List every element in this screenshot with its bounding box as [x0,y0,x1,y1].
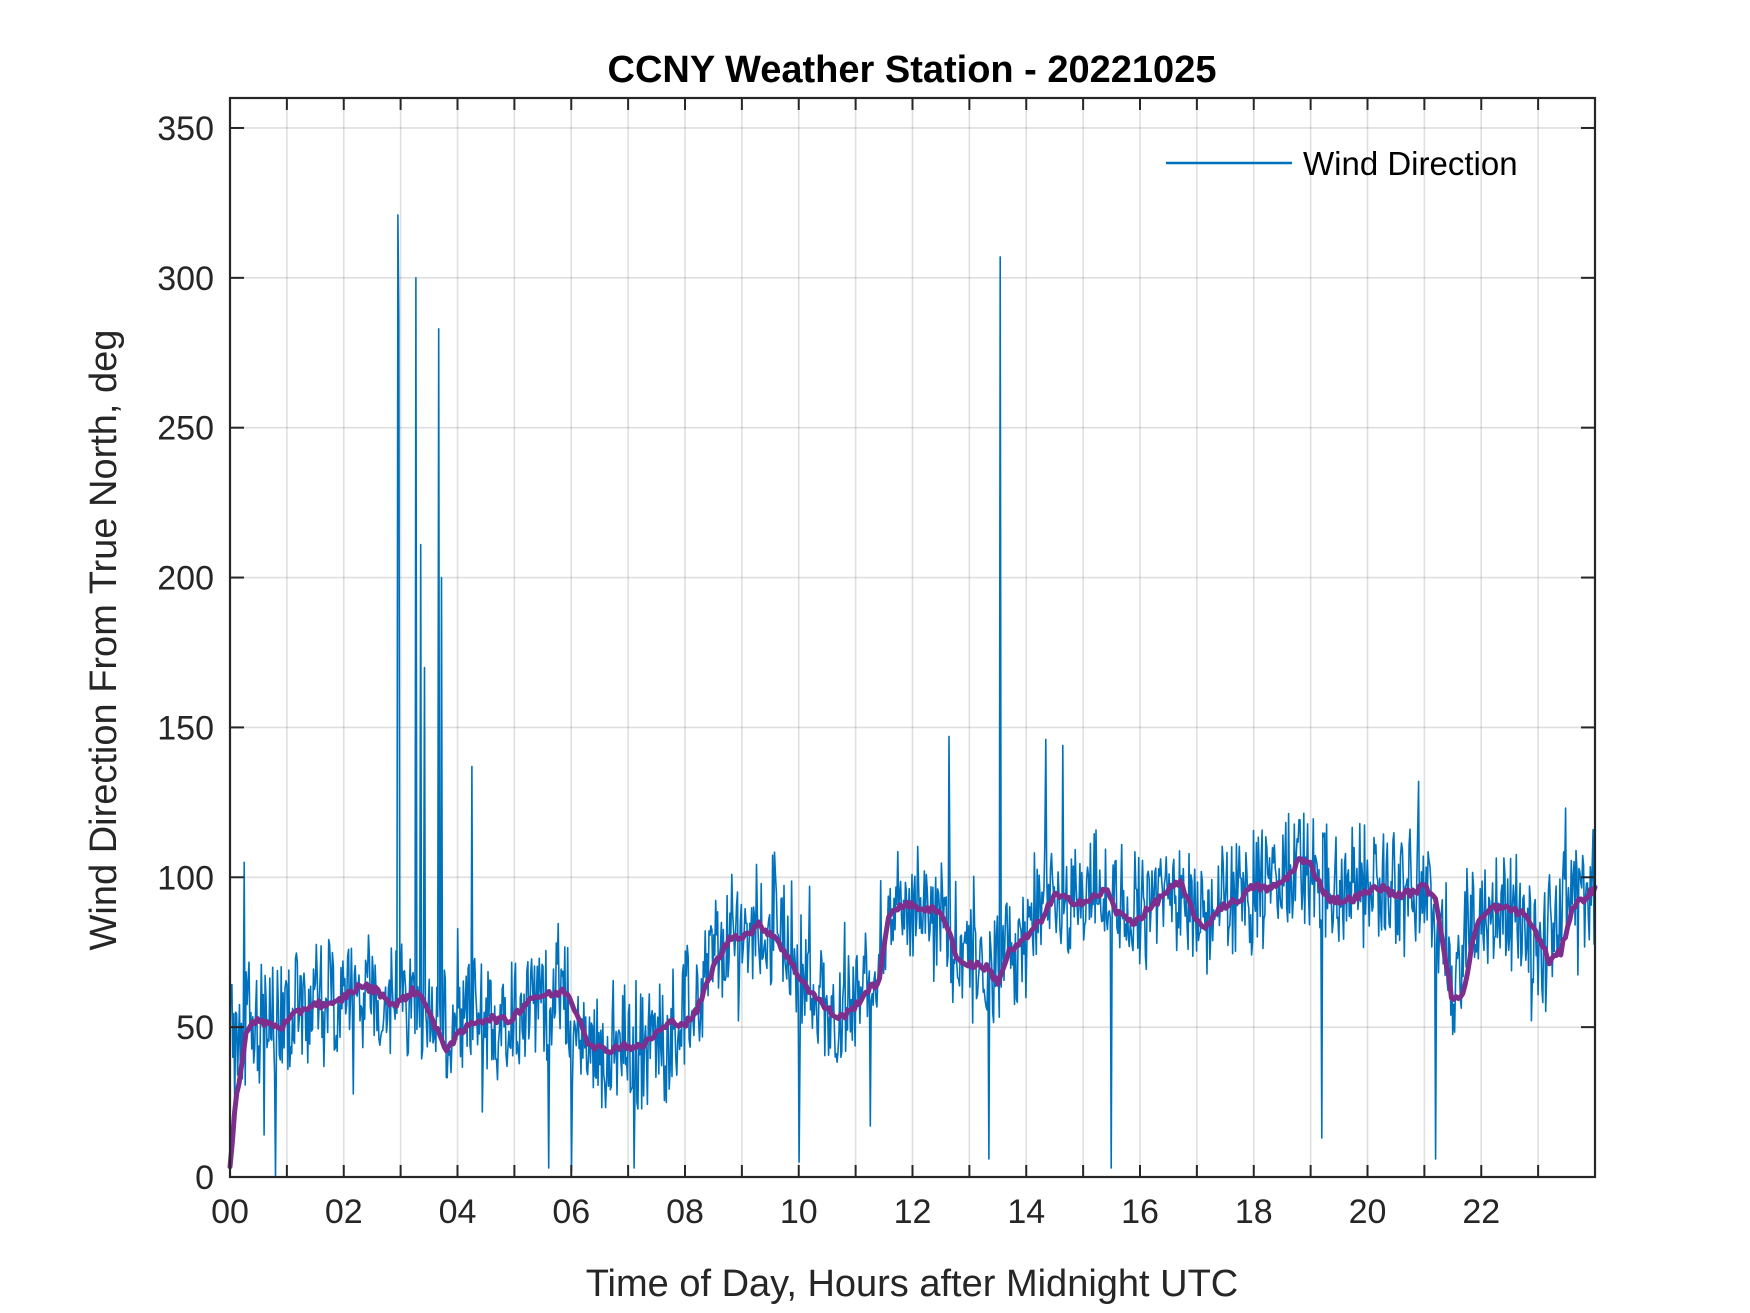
y-tick-label: 200 [157,560,214,598]
legend-label-wind-direction: Wind Direction [1303,145,1518,182]
x-tick-label: 02 [325,1193,363,1231]
x-tick-label: 22 [1462,1193,1500,1231]
tick-labels: 00 02 04 06 08 10 12 14 16 18 20 22 0 50 100 150 200 250 3… [157,110,1500,1231]
series-line-wind-direction [229,214,1596,1178]
y-tick-label: 300 [157,260,214,298]
series-line-wind-direction-smoothed [227,856,1598,1170]
y-axis-label: Wind Direction From True North, deg [83,330,125,951]
x-tick-label: 20 [1349,1193,1387,1231]
y-tick-label: 250 [157,410,214,448]
x-tick-label: 04 [439,1193,477,1231]
plot-area [227,214,1598,1178]
legend[interactable]: Wind Direction [1166,145,1518,182]
x-tick-label: 00 [211,1193,249,1231]
y-tick-label: 150 [157,709,214,747]
y-tick-label: 50 [176,1009,214,1047]
chart-title: CCNY Weather Station - 20221025 [608,49,1217,91]
x-tick-label: 12 [894,1193,932,1231]
x-tick-label: 06 [552,1193,590,1231]
x-tick-label: 10 [780,1193,818,1231]
x-axis-label: Time of Day, Hours after Midnight UTC [586,1263,1239,1305]
y-tick-label: 100 [157,859,214,897]
x-tick-label: 16 [1121,1193,1159,1231]
x-tick-label: 18 [1235,1193,1273,1231]
tick-marks [229,98,1596,1178]
y-tick-label: 0 [195,1159,214,1197]
x-tick-label: 14 [1007,1193,1045,1231]
x-tick-label: 08 [666,1193,704,1231]
y-tick-label: 350 [157,110,214,148]
